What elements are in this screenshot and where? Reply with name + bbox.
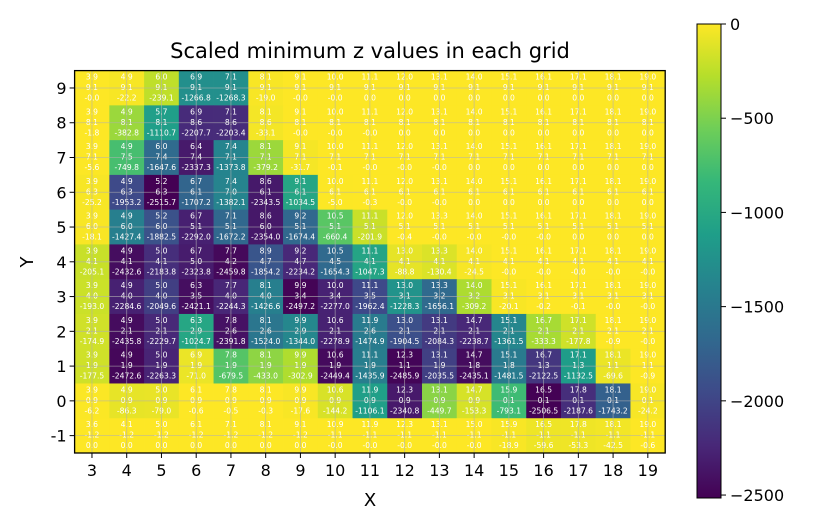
x-tick-label: 7 <box>226 461 236 480</box>
x-tick-label: 12 <box>394 461 414 480</box>
x-axis-ticks: 3 4 5 6 7 8 9 10 11 12 13 14 15 16 17 18 19 <box>87 453 658 480</box>
x-tick-label: 9 <box>295 461 305 480</box>
x-axis-label: X <box>364 490 376 511</box>
colorbar-ticks: 0 −500 −1000 −1500 −2000 −2500 <box>721 15 784 505</box>
y-axis-label: Y <box>17 256 38 269</box>
x-tick-label: 19 <box>638 461 658 480</box>
y-tick-label: 4 <box>56 253 66 272</box>
colorbar-tick-label: −2500 <box>730 486 784 505</box>
x-tick-label: 10 <box>325 461 345 480</box>
colorbar-tick-label: 0 <box>730 15 740 34</box>
y-tick-label: 0 <box>56 392 66 411</box>
colorbar-tick-label: −1500 <box>730 298 784 317</box>
y-tick-label: 3 <box>56 288 66 307</box>
x-tick-label: 15 <box>499 461 519 480</box>
y-tick-label: 7 <box>56 149 66 168</box>
y-tick-label: -1 <box>51 427 67 446</box>
chart-title: Scaled minimum z values in each grid <box>170 39 570 63</box>
x-tick-label: 5 <box>156 461 166 480</box>
y-tick-label: 2 <box>56 322 66 341</box>
y-axis-ticks: 9 8 7 6 5 4 3 2 1 0 -1 <box>51 79 75 446</box>
x-tick-label: 8 <box>261 461 271 480</box>
y-tick-label: 9 <box>56 79 66 98</box>
x-tick-label: 14 <box>464 461 484 480</box>
y-tick-label: 6 <box>56 183 66 202</box>
y-tick-label: 1 <box>56 357 66 376</box>
x-tick-label: 17 <box>568 461 588 480</box>
y-tick-label: 8 <box>56 114 66 133</box>
y-tick-label: 5 <box>56 218 66 237</box>
colorbar-tick-label: −500 <box>730 109 774 128</box>
x-tick-label: 13 <box>429 461 449 480</box>
colorbar <box>696 23 722 499</box>
x-tick-label: 11 <box>360 461 380 480</box>
x-tick-label: 16 <box>533 461 553 480</box>
x-tick-label: 6 <box>191 461 201 480</box>
colorbar-tick-label: −1000 <box>730 203 784 222</box>
x-tick-label: 3 <box>87 461 97 480</box>
x-tick-label: 18 <box>603 461 623 480</box>
colorbar-tick-label: −2000 <box>730 392 784 411</box>
x-tick-label: 4 <box>122 461 132 480</box>
grid-lines <box>74 70 666 453</box>
